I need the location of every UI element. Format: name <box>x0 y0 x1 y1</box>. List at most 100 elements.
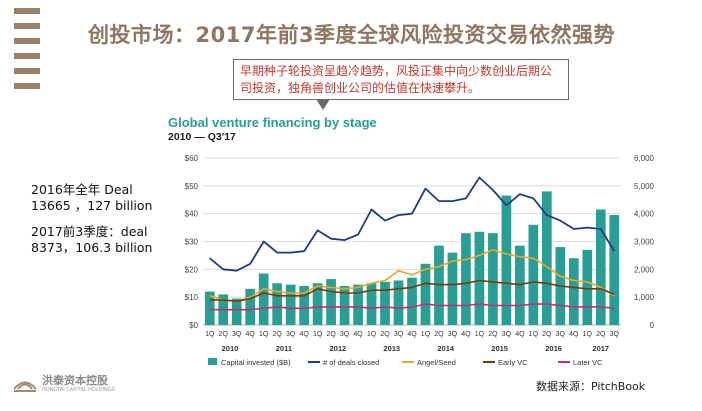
note-2017-line1: 2017前3季度：deal <box>31 224 148 239</box>
legend-label: Angel/Seed <box>417 358 456 367</box>
data-source: 数据来源：PitchBook <box>536 380 646 393</box>
x-tick-label: 1Q <box>529 331 539 338</box>
x-tick-label: 3Q <box>556 331 566 338</box>
right-axis-tick-label: 0 <box>650 321 655 330</box>
x-tick-label: 2Q <box>596 331 606 338</box>
x-tick-label: 1Q <box>583 331 593 338</box>
bar-capital-invested <box>609 215 620 325</box>
left-axis-tick-label: $50 <box>185 182 199 191</box>
year-label: 2011 <box>276 344 292 353</box>
left-axis-tick-label: $0 <box>189 321 198 330</box>
bar-capital-invested <box>339 286 350 325</box>
bar-capital-invested <box>447 252 458 325</box>
x-tick-label: 2Q <box>434 331 444 338</box>
bar-capital-invested <box>582 249 593 325</box>
bar-capital-invested <box>420 263 431 325</box>
year-label: 2016 <box>545 344 562 353</box>
x-tick-label: 4Q <box>353 331 363 338</box>
x-tick-label: 2Q <box>219 331 229 338</box>
bar-capital-invested <box>312 283 323 325</box>
year-label: 2014 <box>437 344 455 353</box>
x-tick-label: 4Q <box>299 331 309 338</box>
logo-name-cn: 洪泰资本控股 <box>42 373 108 387</box>
left-axis-tick-label: $40 <box>185 210 199 219</box>
bar-capital-invested <box>326 279 336 325</box>
side-notes: 2016年全年 Deal 13665 ，127 billion 2017前3季度… <box>31 182 152 266</box>
bar-capital-invested <box>474 231 485 325</box>
x-tick-label: 1Q <box>367 331 377 338</box>
legend-swatch <box>208 358 217 365</box>
bar-capital-invested <box>353 284 363 325</box>
right-axis-tick-label: 4,000 <box>634 210 655 219</box>
legend-label: Later VC <box>573 358 603 367</box>
note-2016-line1: 2016年全年 Deal <box>31 182 133 197</box>
bar-capital-invested <box>272 283 283 325</box>
right-axis-tick-label: 2,000 <box>634 265 655 274</box>
x-tick-label: 4Q <box>569 331 579 338</box>
x-tick-label: 4Q <box>246 331 256 338</box>
legend-label: Capital invested ($B) <box>221 358 291 367</box>
bar-capital-invested <box>380 281 390 325</box>
year-label: 2010 <box>222 344 239 353</box>
bar-capital-invested <box>366 283 377 325</box>
bar-capital-invested <box>407 277 417 325</box>
x-tick-label: 2Q <box>326 331 336 338</box>
bar-capital-invested <box>299 286 309 325</box>
bar-capital-invested <box>461 233 471 325</box>
x-tick-label: 4Q <box>515 331 525 338</box>
bar-capital-invested <box>231 298 242 325</box>
x-tick-label: 3Q <box>502 331 512 338</box>
year-label: 2017 <box>592 344 609 353</box>
bar-capital-invested <box>285 284 296 325</box>
logo-mark-icon <box>13 381 37 392</box>
bar-capital-invested <box>541 191 552 325</box>
chart-title: Global venture financing by stage <box>168 115 377 130</box>
decorative-stripes <box>14 8 40 98</box>
year-label: 2012 <box>329 344 346 353</box>
x-tick-label: 3Q <box>232 331 242 338</box>
bar-capital-invested <box>393 280 404 325</box>
left-axis-tick-label: $20 <box>185 265 199 274</box>
left-axis-tick-label: $60 <box>185 154 199 163</box>
x-tick-label: 1Q <box>205 331 215 338</box>
bar-capital-invested <box>245 288 256 325</box>
right-axis-tick-label: 3,000 <box>634 238 655 247</box>
x-tick-label: 2Q <box>380 331 390 338</box>
right-axis-tick-label: 6,000 <box>634 154 655 163</box>
x-tick-label: 1Q <box>313 331 323 338</box>
bar-capital-invested <box>258 273 269 325</box>
right-axis-tick-label: 1,000 <box>634 293 655 302</box>
legend-label: Early VC <box>498 358 528 367</box>
bar-capital-invested <box>204 291 215 325</box>
note-2017-line2: 8373，106.3 billion <box>31 240 153 255</box>
year-label: 2013 <box>383 344 400 353</box>
x-tick-label: 2Q <box>542 331 552 338</box>
x-tick-label: 4Q <box>407 331 417 338</box>
x-tick-label: 1Q <box>421 331 431 338</box>
legend-label: # of deals closed <box>323 358 379 367</box>
note-2016-line2: 13665 ，127 billion <box>31 198 153 213</box>
note-2017: 2017前3季度：deal 8373，106.3 billion <box>31 224 152 256</box>
logo-name-en: HONGTAI CAPITAL HOLDINGS <box>42 386 115 393</box>
left-axis-tick-label: $10 <box>185 293 199 302</box>
x-tick-label: 3Q <box>448 331 458 338</box>
x-tick-label: 3Q <box>340 331 350 338</box>
right-axis-tick-label: 5,000 <box>634 182 655 191</box>
bar-capital-invested <box>528 224 539 325</box>
bar-capital-invested <box>568 258 579 325</box>
callout-pointer <box>316 99 330 110</box>
x-tick-label: 3Q <box>394 331 404 338</box>
bar-capital-invested <box>595 209 606 325</box>
note-2016: 2016年全年 Deal 13665 ，127 billion <box>31 182 152 214</box>
line-angel-seed <box>209 249 615 303</box>
line-early-vc <box>209 279 615 303</box>
left-axis-tick-label: $30 <box>185 238 199 247</box>
line-later-vc <box>209 303 615 311</box>
slide-title: 创投市场：2017年前3季度全球风险投资交易依然强势 <box>88 23 616 47</box>
bar-capital-invested <box>501 195 512 325</box>
chart-subtitle: 2010 — Q3'17 <box>168 131 236 143</box>
x-tick-label: 3Q <box>610 331 620 338</box>
bar-capital-invested <box>488 233 498 325</box>
company-logo: 洪泰资本控股 HONGTAI CAPITAL HOLDINGS <box>12 374 115 394</box>
x-tick-label: 3Q <box>286 331 296 338</box>
